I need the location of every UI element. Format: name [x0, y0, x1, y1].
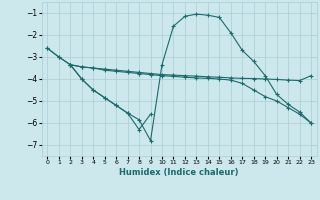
X-axis label: Humidex (Indice chaleur): Humidex (Indice chaleur): [119, 168, 239, 177]
